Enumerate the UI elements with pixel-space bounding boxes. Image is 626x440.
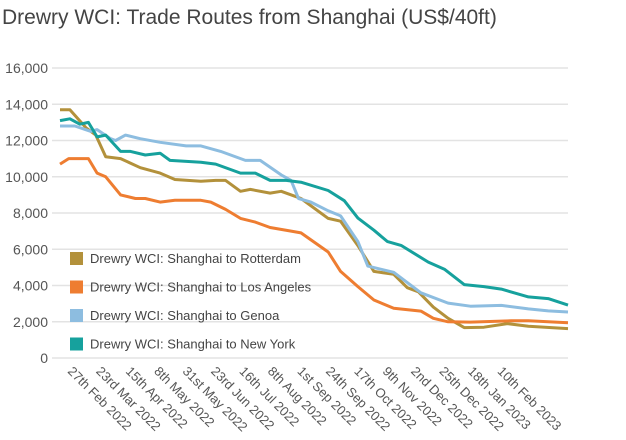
legend-label: Drewry WCI: Shanghai to Rotterdam [90, 251, 301, 266]
series-line-1 [59, 157, 569, 325]
series-line-0 [60, 108, 569, 331]
chart-title: Drewry WCI: Trade Routes from Shanghai (… [2, 6, 497, 29]
legend-swatch [70, 252, 83, 265]
legend-label: Drewry WCI: Shanghai to Los Angeles [90, 280, 312, 295]
legend-label: Drewry WCI: Shanghai to New York [90, 337, 296, 352]
y-tick-label: 14,000 [5, 96, 48, 112]
y-tick-label: 12,000 [5, 133, 48, 149]
y-tick-label: 0 [40, 350, 48, 366]
legend-swatch [70, 280, 83, 294]
legend-swatch [70, 337, 83, 351]
y-tick-label: 4,000 [13, 278, 48, 294]
y-tick-label: 16,000 [5, 60, 48, 76]
y-tick-label: 6,000 [13, 241, 48, 257]
y-tick-label: 10,000 [5, 169, 48, 185]
legend-label: Drewry WCI: Shanghai to Genoa [90, 308, 280, 323]
y-tick-label: 8,000 [13, 205, 48, 221]
series-line-3 [59, 117, 569, 307]
y-tick-label: 2,000 [13, 314, 48, 330]
legend-swatch [70, 309, 83, 322]
